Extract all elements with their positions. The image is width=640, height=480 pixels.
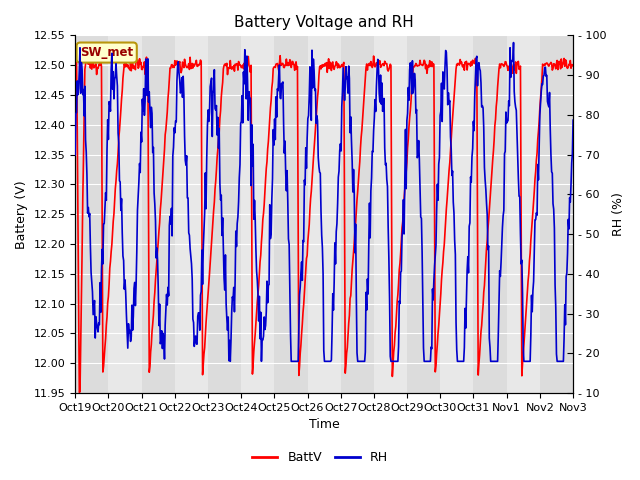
Bar [507,36,540,393]
Bar [241,36,275,393]
Legend: BattV, RH: BattV, RH [248,446,392,469]
Bar [175,36,208,393]
Text: SW_met: SW_met [80,46,133,59]
Bar [108,36,141,393]
Bar [440,36,474,393]
Y-axis label: RH (%): RH (%) [612,192,625,236]
Y-axis label: Battery (V): Battery (V) [15,180,28,249]
X-axis label: Time: Time [308,419,339,432]
Bar [308,36,340,393]
Bar [374,36,407,393]
Title: Battery Voltage and RH: Battery Voltage and RH [234,15,414,30]
